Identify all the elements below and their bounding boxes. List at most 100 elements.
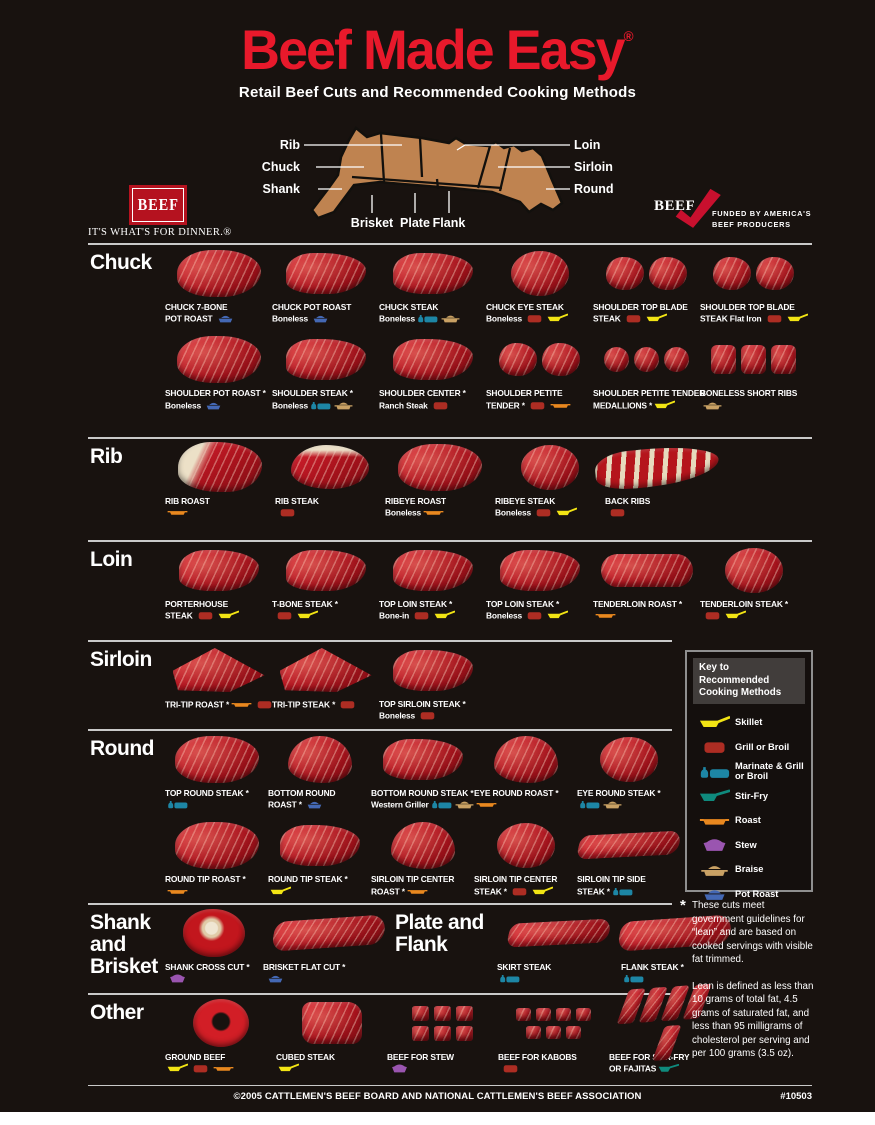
section-title-plate-flank: Plate and Flank bbox=[395, 911, 484, 957]
cut-label-line: BEEF FOR STEW bbox=[387, 1052, 454, 1062]
cut-item: RIB ROAST bbox=[165, 442, 275, 519]
potroast-icon bbox=[218, 316, 232, 323]
skillet-icon bbox=[646, 314, 667, 322]
cut-label-line: ROUND TIP STEAK * bbox=[268, 874, 348, 885]
cuts-row: ROUND TIP ROAST * ROUND TIP STEAK * SIRLOI… bbox=[165, 820, 682, 897]
registered-mark: ® bbox=[623, 28, 634, 44]
meat-photo-area bbox=[165, 645, 272, 695]
cooking-method-icons bbox=[415, 711, 438, 721]
stew-icon bbox=[170, 974, 185, 983]
cut-label-line: EYE ROUND ROAST * bbox=[474, 788, 559, 798]
cut-label-line: Bone-in bbox=[379, 610, 486, 622]
meat-photo-area bbox=[577, 734, 680, 784]
cut-label-line: STEAK bbox=[593, 313, 700, 325]
meat-photo-area bbox=[593, 334, 700, 384]
grill-icon bbox=[340, 701, 355, 709]
meat-image bbox=[713, 256, 794, 290]
meat-image bbox=[392, 649, 473, 691]
cut-label-line: Boneless bbox=[379, 313, 486, 325]
legend-icon-cell bbox=[693, 738, 735, 756]
cooking-method-icons bbox=[593, 611, 616, 621]
cut-item: SHOULDER TOP BLADE STEAK bbox=[593, 248, 700, 325]
cooking-method-icons bbox=[409, 611, 456, 621]
legend-icon-cell bbox=[693, 811, 735, 829]
cut-label-line bbox=[593, 610, 700, 622]
stew-icon bbox=[392, 1064, 407, 1073]
poster-subtitle: Retail Beef Cuts and Recommended Cooking… bbox=[238, 84, 637, 101]
legend-icon-cell bbox=[693, 885, 735, 903]
section-title-sirloin: Sirloin bbox=[90, 648, 152, 671]
meat-image bbox=[287, 735, 352, 783]
meat-image bbox=[575, 830, 682, 860]
diagram-label-brisket: Brisket bbox=[351, 216, 394, 230]
legend-item-braise: Braise bbox=[687, 857, 811, 882]
potroast-icon bbox=[268, 976, 283, 983]
legend-label: Pot Roast bbox=[735, 888, 779, 899]
meat-photo-area bbox=[165, 998, 276, 1048]
cut-label-line bbox=[263, 973, 395, 985]
cut-item: CHUCK 7-BONE POT ROAST bbox=[165, 248, 272, 325]
cut-item: BACK RIBS bbox=[593, 441, 721, 519]
key-title: Key to Recommended Cooking Methods bbox=[693, 658, 805, 705]
grill-icon bbox=[536, 509, 551, 517]
cut-label-line: CUBED STEAK bbox=[276, 1052, 335, 1062]
meat-image bbox=[505, 918, 613, 948]
meat-image bbox=[593, 441, 721, 493]
marinate-icon bbox=[418, 315, 438, 323]
skillet-icon bbox=[434, 611, 456, 619]
cooking-method-icons bbox=[497, 974, 520, 984]
cut-label-line: SKIRT STEAK bbox=[497, 962, 552, 972]
grill-icon bbox=[527, 612, 542, 620]
cut-label-line: SHOULDER POT ROAST * bbox=[165, 388, 266, 399]
beef-cuts-diagram: Rib Chuck Shank Loin Sirloin Round Brisk… bbox=[262, 126, 614, 230]
diagram-label-chuck: Chuck bbox=[262, 160, 300, 174]
poster-header: Beef Made Easy® Retail Beef Cuts and Rec… bbox=[0, 22, 875, 102]
skillet-icon bbox=[725, 611, 747, 619]
cut-label-line: Ranch Steak bbox=[379, 400, 486, 412]
meat-photo-area bbox=[593, 441, 721, 493]
meat-piece bbox=[711, 344, 736, 374]
meat-piece bbox=[649, 256, 687, 290]
meat-photo-area bbox=[371, 820, 474, 870]
cut-item: BEEF FOR STEW bbox=[387, 998, 498, 1075]
cooking-method-icons bbox=[213, 314, 236, 324]
legend-icon-cell bbox=[693, 860, 735, 878]
cut-label-line: BOTTOM ROUND bbox=[268, 788, 336, 798]
cooking-method-icons bbox=[525, 400, 571, 410]
meat-image bbox=[301, 1002, 362, 1044]
cuts-row: RIB ROAST RIB STEAK RIBEYE ROAST Boneless RI… bbox=[165, 441, 812, 519]
stirfry-icon bbox=[699, 789, 730, 802]
cut-item: CHUCK STEAK Boneless bbox=[379, 248, 486, 325]
cut-label-line bbox=[700, 610, 807, 622]
cut-label-line: CHUCK STEAK bbox=[379, 302, 439, 312]
cut-label-line: BRISKET FLAT CUT * bbox=[263, 962, 346, 972]
cut-label-line: SHOULDER STEAK * bbox=[272, 388, 353, 399]
cuts-row: CHUCK 7-BONE POT ROAST CHUCK POT ROAST Bone… bbox=[165, 248, 812, 325]
cut-label-line: EYE ROUND STEAK * bbox=[577, 788, 661, 798]
page-edge bbox=[0, 1112, 875, 1125]
cut-item: SHOULDER POT ROAST * Boneless bbox=[165, 334, 272, 411]
cooking-methods-key: Key to Recommended Cooking Methods Skill… bbox=[685, 650, 813, 901]
meat-image bbox=[178, 442, 262, 492]
cut-label-line bbox=[276, 1063, 387, 1075]
cut-item: SHOULDER TOP BLADE STEAK Flat Iron bbox=[700, 248, 808, 325]
meat-piece bbox=[556, 1007, 571, 1021]
meat-piece bbox=[771, 344, 796, 374]
cuts-row: SHOULDER POT ROAST * Boneless SHOULDER STE… bbox=[165, 334, 812, 411]
cooking-method-icons bbox=[507, 886, 554, 896]
grill-icon bbox=[767, 315, 781, 323]
meat-photo-area bbox=[379, 645, 486, 695]
marinate-icon bbox=[500, 975, 520, 983]
grill-icon bbox=[527, 315, 542, 323]
meat-image bbox=[410, 1005, 476, 1041]
grill-icon bbox=[198, 612, 212, 620]
cut-label-line: TOP SIRLOIN STEAK * bbox=[379, 699, 466, 709]
cooking-method-icons bbox=[387, 1064, 410, 1074]
meat-piece bbox=[651, 1024, 681, 1061]
roast-icon bbox=[476, 803, 497, 808]
meat-image bbox=[499, 549, 580, 591]
cut-item: SIRLOIN TIP SIDE STEAK * bbox=[575, 820, 682, 897]
grill-icon bbox=[414, 612, 429, 620]
meat-piece bbox=[542, 342, 580, 376]
meat-piece bbox=[756, 256, 794, 290]
